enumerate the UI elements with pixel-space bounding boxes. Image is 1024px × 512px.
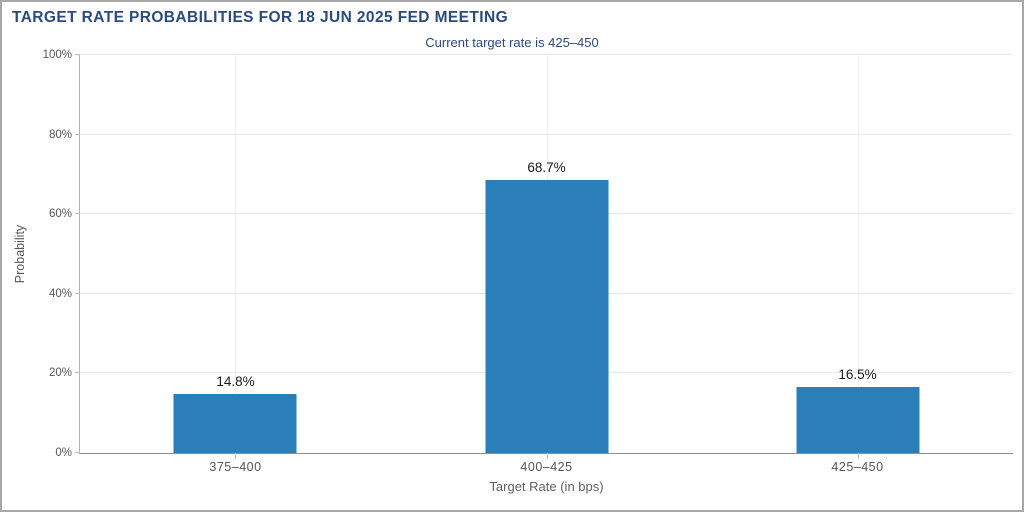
y-tick-label: 80% <box>48 128 72 141</box>
bar <box>485 179 608 453</box>
y-axis-tick <box>75 213 80 215</box>
x-tick-label: 425–450 <box>831 460 884 474</box>
x-axis-tick <box>546 453 548 459</box>
plot-area: 0% 20% 40% 60% 80% 100% 14.8% 375–400 68.7% 400–4… <box>43 49 1013 474</box>
y-axis-tick <box>75 452 80 453</box>
x-tick-label: 400–425 <box>520 460 573 474</box>
y-axis-tick <box>75 133 80 135</box>
y-axis-tick <box>75 292 80 294</box>
y-tick-label: 100% <box>42 49 72 61</box>
y-axis-tick <box>75 372 80 374</box>
chart-title: TARGET RATE PROBABILITIES FOR 18 JUN 202… <box>12 9 509 26</box>
gridline-horizontal <box>80 54 1013 55</box>
y-tick-label: 0% <box>55 447 72 459</box>
bar <box>173 394 297 453</box>
y-axis-title: Probability <box>13 224 27 284</box>
y-tick-label: 20% <box>48 367 72 380</box>
x-axis-title: Target Rate (in bps) <box>489 479 604 494</box>
gridline-vertical <box>235 55 237 453</box>
bar-value-label: 68.7% <box>527 159 566 175</box>
x-axis-tick <box>235 453 237 459</box>
gridline-vertical <box>857 55 859 453</box>
x-tick-label: 375–400 <box>209 460 262 474</box>
bar-value-label: 14.8% <box>216 374 255 390</box>
bar <box>796 387 919 453</box>
x-axis-tick <box>857 453 859 459</box>
y-tick-label: 60% <box>48 208 72 221</box>
chart-subtitle: Current target rate is 425–450 <box>425 35 599 50</box>
y-tick-label: 40% <box>48 287 72 300</box>
bar-value-label: 16.5% <box>838 367 877 383</box>
y-axis-tick <box>75 54 80 55</box>
